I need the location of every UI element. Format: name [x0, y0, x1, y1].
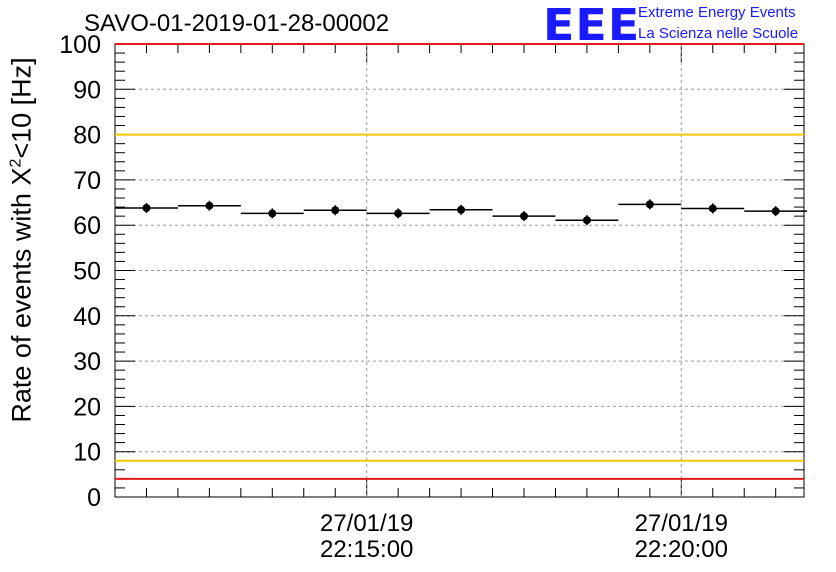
y-tick-label: 20 — [73, 393, 101, 421]
y-axis-label-prefix: Rate of events with X — [6, 167, 37, 423]
logo-text-line1: Extreme Energy Events — [638, 4, 796, 21]
chart-title: SAVO-01-2019-01-28-00002 — [84, 10, 390, 37]
y-tick-label: 40 — [73, 303, 101, 331]
data-point — [205, 201, 214, 210]
y-axis-label: Rate of events with X2<10 [Hz] — [7, 57, 38, 422]
y-tick-label: 50 — [73, 258, 101, 286]
data-point — [457, 205, 466, 214]
y-tick-label: 70 — [73, 167, 101, 195]
data-point — [708, 204, 717, 213]
data-point — [519, 212, 528, 221]
x-tick-label-time: 22:20:00 — [635, 536, 728, 563]
y-tick-label: 90 — [73, 76, 101, 104]
y-axis-label-suffix: <10 [Hz] — [6, 57, 37, 159]
data-point — [645, 200, 654, 209]
data-point — [771, 207, 780, 216]
y-tick-label: 0 — [87, 484, 101, 512]
x-tick-label-date: 27/01/19 — [320, 510, 413, 537]
data-point — [142, 203, 151, 212]
y-tick-label: 60 — [73, 212, 101, 240]
x-tick-label-date: 27/01/19 — [635, 510, 728, 537]
y-tick-label: 10 — [73, 439, 101, 467]
data-point — [582, 216, 591, 225]
logo-text-line2: La Scienza nelle Scuole — [638, 25, 799, 42]
eee-logo: EEE — [543, 0, 641, 51]
x-tick-label-time: 22:15:00 — [320, 536, 413, 563]
y-axis-label-sup: 2 — [7, 158, 25, 168]
y-tick-label: 30 — [73, 348, 101, 376]
data-point — [394, 209, 403, 218]
data-point — [268, 209, 277, 218]
data-point — [331, 206, 340, 215]
y-tick-label: 80 — [73, 122, 101, 150]
y-tick-label: 100 — [59, 31, 101, 59]
